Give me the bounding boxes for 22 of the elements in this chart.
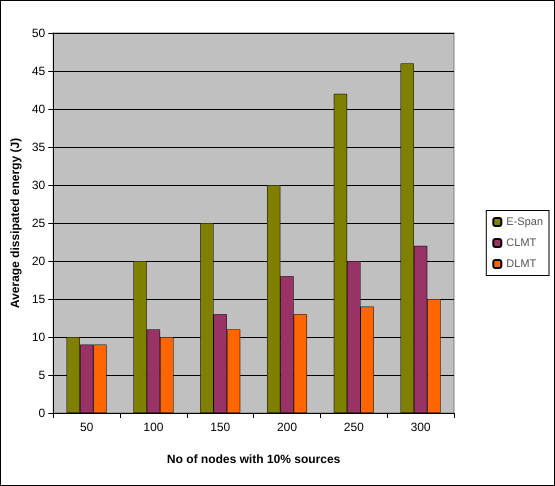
y-axis-title: Average dissipated energy (J): [8, 138, 22, 308]
x-axis-title: No of nodes with 10% sources: [166, 452, 341, 466]
y-tick-label: 40: [32, 102, 46, 116]
legend-label: DLMT: [506, 258, 537, 270]
legend-label: CLMT: [506, 237, 537, 249]
y-tick-label: 10: [32, 330, 46, 344]
x-tick-label: 200: [277, 420, 298, 434]
x-tick-label: 300: [410, 420, 431, 434]
legend-label: E-Span: [506, 216, 544, 228]
y-tick-label: 45: [32, 64, 46, 78]
y-tick-label: 50: [32, 26, 46, 40]
y-tick-label: 30: [32, 178, 46, 192]
x-tick-label: 150: [210, 420, 231, 434]
y-tick-label: 15: [32, 292, 46, 306]
x-tick-label: 100: [143, 420, 164, 434]
y-tick-label: 35: [32, 140, 46, 154]
y-tick-label: 20: [32, 254, 46, 268]
y-tick-label: 5: [38, 368, 46, 382]
x-tick-label: 250: [344, 420, 364, 434]
y-tick-label: 25: [32, 216, 46, 230]
x-tick-label: 50: [80, 420, 94, 434]
y-tick-label: 0: [38, 406, 46, 420]
